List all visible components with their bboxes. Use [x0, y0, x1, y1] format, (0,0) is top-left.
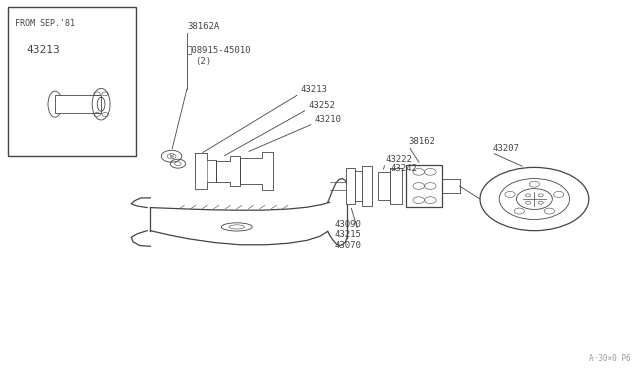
Text: 43215: 43215: [334, 230, 361, 239]
Text: W: W: [170, 154, 173, 159]
Bar: [362, 166, 372, 206]
Text: 43222: 43222: [385, 155, 412, 164]
Text: 38162A: 38162A: [188, 22, 220, 31]
Text: 43210: 43210: [315, 115, 342, 124]
Text: 43207: 43207: [493, 144, 520, 153]
Text: Ⓦ08915-45010: Ⓦ08915-45010: [187, 45, 252, 54]
Text: 43090: 43090: [334, 220, 361, 229]
Text: FROM SEP.'81: FROM SEP.'81: [15, 19, 76, 28]
Text: 43070: 43070: [334, 241, 361, 250]
Bar: [346, 168, 355, 204]
Text: 43213: 43213: [27, 45, 61, 55]
Text: 43252: 43252: [308, 101, 335, 110]
Bar: [55, 95, 101, 113]
Bar: [8, 7, 136, 156]
Text: 43213: 43213: [301, 85, 328, 94]
Text: (2): (2): [195, 57, 211, 66]
Bar: [378, 172, 390, 200]
FancyBboxPatch shape: [406, 164, 442, 207]
Text: A·30×0 P6: A·30×0 P6: [589, 354, 630, 363]
Bar: [355, 171, 362, 201]
Text: 43242: 43242: [390, 164, 417, 173]
Text: 38162: 38162: [408, 137, 435, 146]
Bar: [390, 168, 402, 204]
